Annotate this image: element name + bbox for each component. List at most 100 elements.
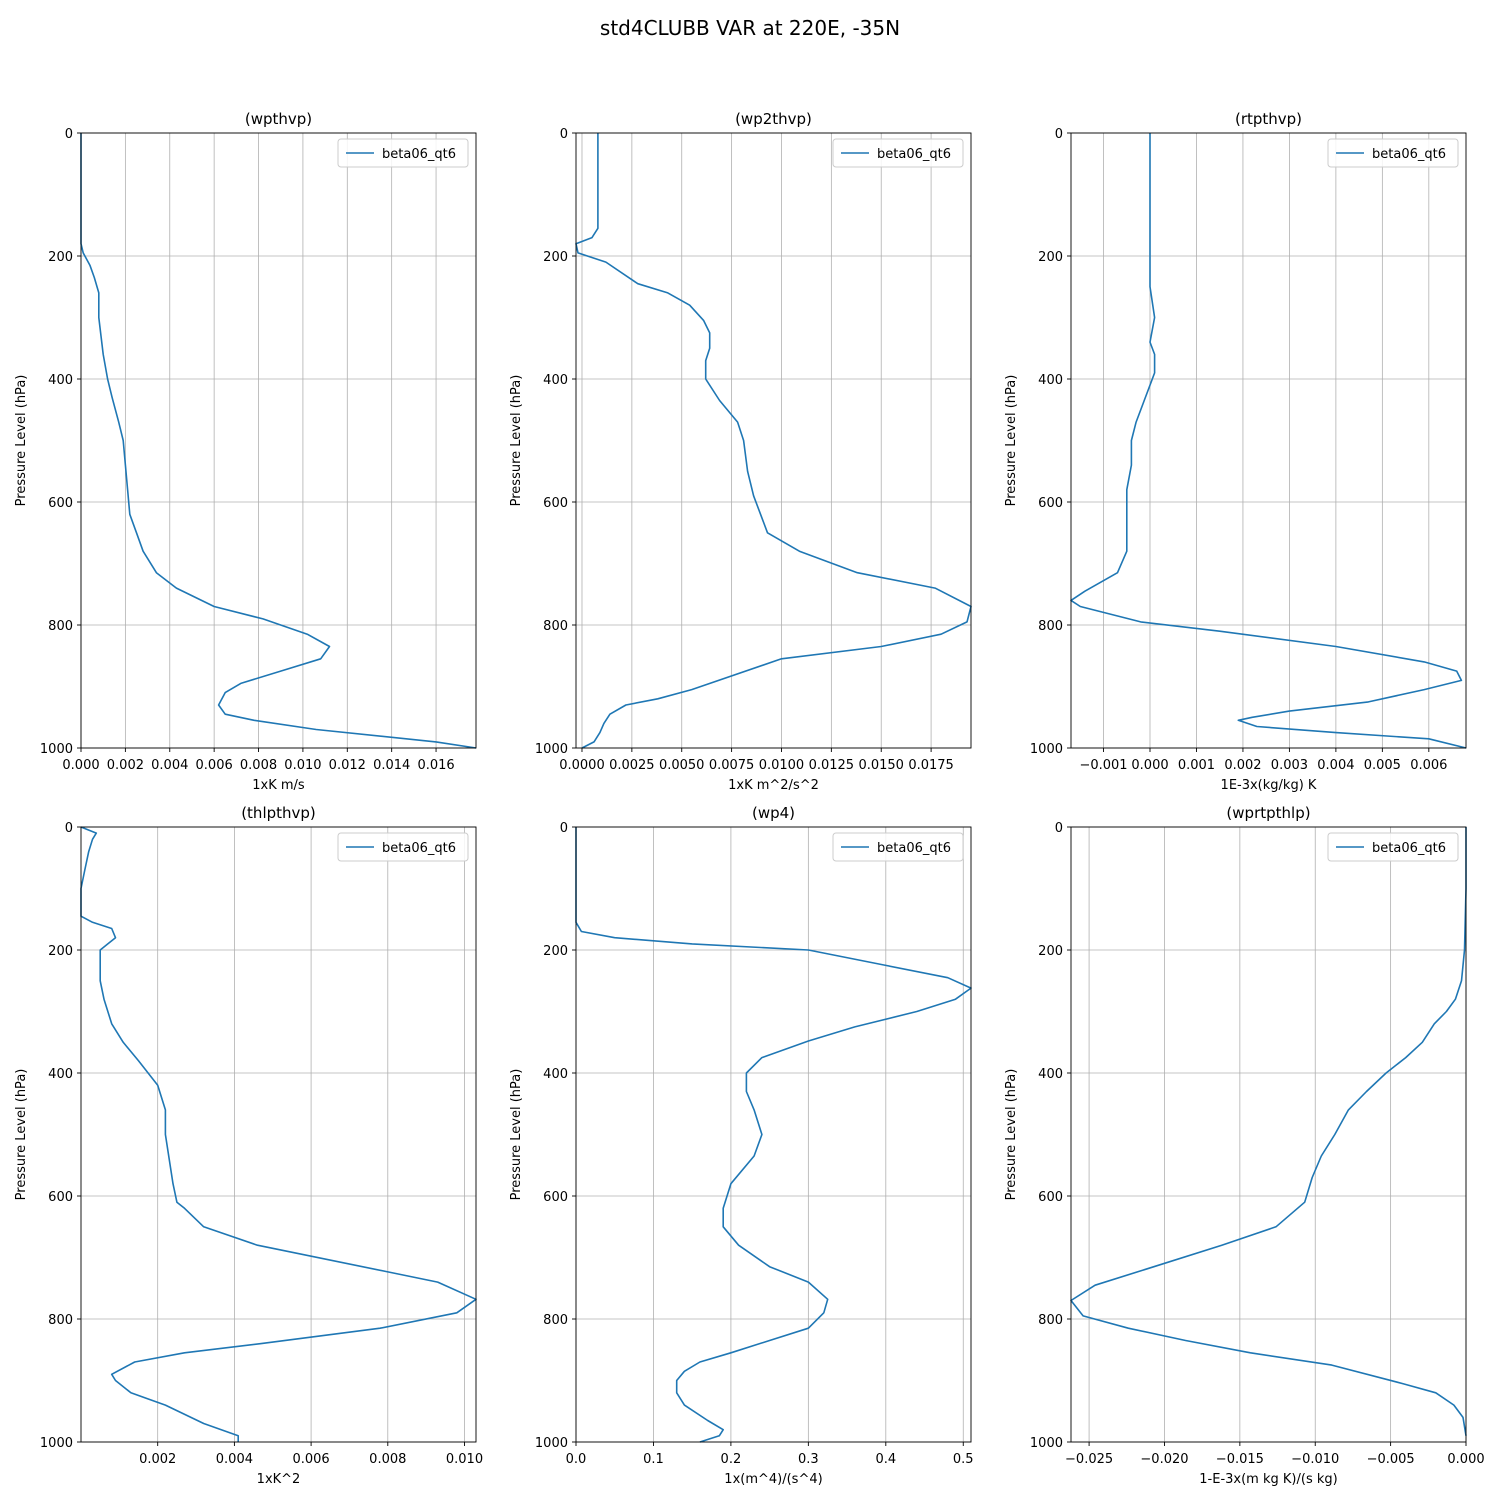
axes-frame	[1070, 132, 1467, 749]
legend: beta06_qt6	[337, 832, 469, 862]
y-tick-label: 600	[48, 496, 73, 511]
subplot-title: (wp4)	[752, 804, 795, 822]
x-tick-label: 0.006	[292, 1452, 329, 1467]
series-line-beta06_qt6	[1070, 827, 1467, 1436]
y-tick-label: 400	[1038, 1067, 1063, 1082]
x-tick-label: 0.003	[1271, 758, 1308, 773]
x-tick-label: 0.002	[139, 1452, 176, 1467]
legend: beta06_qt6	[1327, 832, 1459, 862]
y-tick-label: 0	[560, 127, 568, 142]
legend-box	[832, 832, 964, 862]
subplot-title: (wpthvp)	[245, 110, 312, 128]
x-tick-label: 0.0125	[809, 758, 855, 773]
legend-box	[337, 832, 469, 862]
x-tick-label: 0.012	[329, 758, 366, 773]
x-tick-label: 0.0	[566, 1452, 587, 1467]
y-tick-label: 0	[1055, 821, 1063, 836]
y-tick-label: 600	[1038, 1190, 1063, 1205]
y-tick-label: 200	[543, 250, 568, 265]
y-tick-label: 1000	[1030, 1436, 1063, 1451]
series-line-beta06_qt6	[575, 827, 972, 1443]
x-tick-label: 0.3	[798, 1452, 819, 1467]
y-tick-label: 800	[543, 1313, 568, 1328]
x-tick-label: −0.005	[1367, 1452, 1415, 1467]
legend-box	[1327, 138, 1459, 168]
x-axis-label: 1xK^2	[257, 1472, 301, 1487]
x-tick-label: 0.000	[1131, 758, 1168, 773]
axes-frame	[575, 826, 972, 1443]
x-axis-label: 1x(m^4)/(s^4)	[724, 1472, 822, 1487]
x-tick-label: 0.0075	[709, 758, 755, 773]
x-tick-label: 0.001	[1178, 758, 1215, 773]
y-tick-label: 600	[1038, 496, 1063, 511]
y-tick-label: 800	[48, 1313, 73, 1328]
y-tick-label: 400	[543, 373, 568, 388]
x-tick-label: 0.0150	[858, 758, 904, 773]
x-tick-label: 0.008	[240, 758, 277, 773]
axes-frame	[80, 132, 477, 749]
x-tick-label: 0.016	[417, 758, 454, 773]
y-tick-label: 800	[543, 619, 568, 634]
legend-label: beta06_qt6	[1372, 147, 1446, 162]
x-tick-label: 0.004	[216, 1452, 253, 1467]
y-tick-label: 600	[543, 496, 568, 511]
series-line-beta06_qt6	[575, 133, 972, 749]
y-tick-label: 800	[1038, 619, 1063, 634]
x-axis-label: 1-E-3x(m kg K)/(s kg)	[1199, 1472, 1337, 1487]
y-tick-label: 0	[1055, 127, 1063, 142]
figure-title: std4CLUBB VAR at 220E, -35N	[599, 16, 901, 40]
y-tick-label: 800	[48, 619, 73, 634]
x-axis-label: 1E-3x(kg/kg) K	[1221, 778, 1317, 793]
x-tick-label: 0.1	[643, 1452, 664, 1467]
subplot-6: −0.025 −0.020 −0.015 −0.010 −0.005 0.000 0 200 4…	[1004, 804, 1485, 1487]
subplot-1: 0.000 0.002 0.004 0.006 0.008 0.010 0.012 0.014…	[14, 110, 477, 793]
y-axis-label: Pressure Level (hPa)	[509, 375, 524, 507]
legend-label: beta06_qt6	[382, 841, 456, 856]
legend-label: beta06_qt6	[877, 841, 951, 856]
y-axis-label: Pressure Level (hPa)	[14, 375, 29, 507]
axes-frame	[575, 132, 972, 749]
subplot-3: −0.001 0.000 0.001 0.002 0.003 0.004 0.005 0.00…	[1004, 110, 1467, 793]
legend-label: beta06_qt6	[1372, 841, 1446, 856]
y-tick-label: 200	[48, 250, 73, 265]
legend-label: beta06_qt6	[382, 147, 456, 162]
axes-frame	[80, 826, 477, 1443]
y-tick-label: 1000	[535, 742, 568, 757]
x-tick-label: 0.0100	[759, 758, 805, 773]
y-tick-label: 400	[48, 1067, 73, 1082]
legend: beta06_qt6	[832, 138, 964, 168]
x-tick-label: −0.010	[1291, 1452, 1339, 1467]
x-tick-label: 0.004	[1317, 758, 1354, 773]
y-tick-label: 200	[1038, 250, 1063, 265]
y-tick-label: 0	[560, 821, 568, 836]
x-tick-label: 0.0175	[908, 758, 954, 773]
x-tick-label: 0.5	[953, 1452, 974, 1467]
legend-box	[337, 138, 469, 168]
subplot-title: (wp2thvp)	[735, 110, 812, 128]
y-tick-label: 400	[543, 1067, 568, 1082]
x-axis-label: 1xK m/s	[252, 778, 305, 793]
y-tick-label: 200	[48, 944, 73, 959]
series-line-beta06_qt6	[80, 826, 477, 1442]
x-tick-label: 0.0025	[609, 758, 655, 773]
x-tick-label: 0.002	[107, 758, 144, 773]
y-axis-label: Pressure Level (hPa)	[1004, 1069, 1019, 1201]
y-tick-label: 1000	[1030, 742, 1063, 757]
y-axis-label: Pressure Level (hPa)	[509, 1069, 524, 1201]
y-tick-label: 200	[543, 944, 568, 959]
legend-label: beta06_qt6	[877, 147, 951, 162]
subplot-title: (thlpthvp)	[241, 804, 316, 822]
y-tick-label: 0	[65, 821, 73, 836]
x-tick-label: 0.006	[196, 758, 233, 773]
y-tick-label: 800	[1038, 1313, 1063, 1328]
x-tick-label: 0.002	[1224, 758, 1261, 773]
x-tick-label: 0.010	[446, 1452, 483, 1467]
y-axis-label: Pressure Level (hPa)	[1004, 375, 1019, 507]
series-line-beta06_qt6	[80, 133, 477, 749]
x-tick-label: 0.000	[1447, 1452, 1484, 1467]
x-tick-label: −0.020	[1140, 1452, 1188, 1467]
x-tick-label: 0.0000	[559, 758, 605, 773]
y-tick-label: 600	[48, 1190, 73, 1205]
x-tick-label: 0.005	[1364, 758, 1401, 773]
